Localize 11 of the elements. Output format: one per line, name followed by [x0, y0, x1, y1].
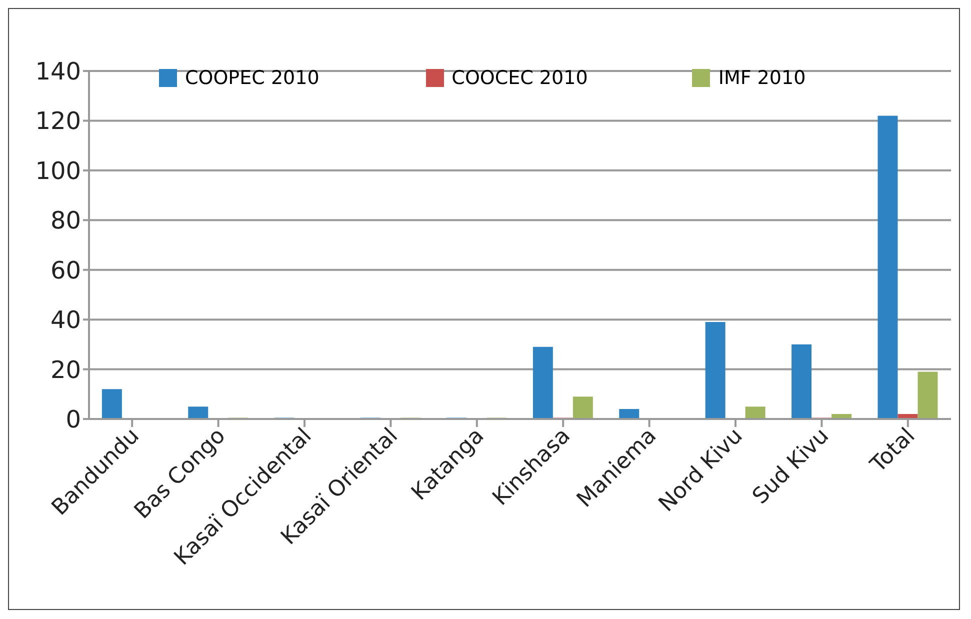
y-tick-label: 80 — [50, 206, 81, 235]
y-tick-label: 140 — [35, 58, 81, 86]
y-tick-label: 120 — [35, 107, 81, 136]
legend-label: COOCEC 2010 — [452, 67, 588, 89]
legend-label: IMF 2010 — [718, 67, 806, 89]
y-tick-label: 40 — [50, 306, 81, 334]
legend-label: COOPEC 2010 — [185, 67, 320, 89]
y-tick-label: 60 — [50, 256, 81, 284]
y-tick-label: 100 — [35, 156, 81, 185]
y-tick-label: 0 — [66, 406, 81, 434]
y-tick-label: 20 — [50, 356, 81, 384]
